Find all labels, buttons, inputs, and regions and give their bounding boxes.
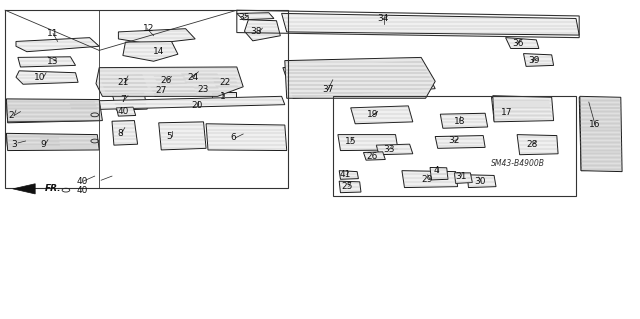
Polygon shape [579, 97, 621, 171]
Text: 20: 20 [191, 101, 203, 110]
Text: 25: 25 [341, 182, 353, 191]
Polygon shape [6, 100, 101, 123]
Text: 30: 30 [474, 177, 486, 186]
Polygon shape [16, 38, 99, 52]
Polygon shape [212, 77, 238, 88]
Polygon shape [6, 133, 99, 151]
Polygon shape [339, 171, 358, 179]
Text: 31: 31 [455, 172, 467, 181]
Text: 34: 34 [377, 14, 388, 23]
Polygon shape [506, 38, 539, 48]
Polygon shape [493, 96, 554, 122]
Text: 11: 11 [47, 29, 59, 38]
Text: 1: 1 [220, 92, 225, 101]
Polygon shape [440, 113, 488, 128]
Polygon shape [212, 92, 236, 100]
Polygon shape [364, 152, 385, 160]
Text: 13: 13 [47, 57, 58, 66]
Polygon shape [69, 96, 285, 110]
Text: 12: 12 [143, 24, 154, 33]
Polygon shape [40, 137, 60, 147]
Polygon shape [154, 75, 187, 85]
Polygon shape [454, 173, 472, 183]
Polygon shape [517, 135, 558, 155]
Polygon shape [99, 74, 148, 93]
Polygon shape [96, 67, 243, 96]
Text: 16: 16 [589, 120, 601, 129]
Polygon shape [492, 97, 552, 121]
Polygon shape [467, 175, 496, 188]
Text: 28: 28 [527, 140, 538, 149]
Text: 9: 9 [41, 140, 46, 149]
Text: 29: 29 [422, 175, 433, 184]
Text: 21: 21 [117, 78, 129, 87]
Polygon shape [580, 96, 622, 172]
Polygon shape [193, 85, 220, 94]
Polygon shape [402, 171, 458, 188]
Polygon shape [6, 99, 102, 122]
Text: 6: 6 [231, 133, 236, 142]
Polygon shape [339, 181, 361, 193]
Text: 41: 41 [340, 170, 351, 179]
Text: 33: 33 [383, 145, 395, 154]
Text: 8: 8 [118, 129, 123, 138]
Polygon shape [16, 71, 78, 84]
Polygon shape [6, 135, 97, 149]
Polygon shape [206, 124, 287, 151]
Text: 5: 5 [167, 132, 172, 141]
Text: 4: 4 [434, 166, 439, 175]
Text: 3: 3 [12, 140, 17, 149]
Text: 36: 36 [513, 39, 524, 48]
Polygon shape [13, 184, 35, 194]
Text: 35: 35 [239, 13, 250, 22]
Polygon shape [285, 57, 435, 98]
Polygon shape [116, 107, 136, 116]
Polygon shape [524, 54, 554, 66]
Text: 24: 24 [188, 73, 199, 82]
Text: 2: 2 [9, 111, 14, 120]
Polygon shape [18, 57, 76, 67]
Text: FR.: FR. [45, 184, 61, 193]
Text: 26: 26 [367, 152, 378, 161]
Text: 40: 40 [117, 107, 129, 115]
Text: 19: 19 [367, 110, 378, 119]
Text: 40: 40 [77, 186, 88, 195]
Text: 32: 32 [449, 137, 460, 145]
Polygon shape [282, 13, 579, 35]
Text: 40: 40 [76, 177, 88, 186]
Text: 39: 39 [529, 56, 540, 65]
Text: 7: 7 [120, 95, 125, 104]
Polygon shape [118, 29, 195, 44]
Polygon shape [430, 167, 448, 180]
Text: 27: 27 [156, 86, 167, 95]
Text: 18: 18 [454, 117, 465, 126]
Polygon shape [123, 41, 178, 61]
Polygon shape [159, 122, 206, 150]
Polygon shape [376, 144, 413, 155]
Text: 22: 22 [220, 78, 231, 87]
Text: 26: 26 [161, 76, 172, 85]
Text: 10: 10 [34, 73, 45, 82]
Polygon shape [112, 121, 138, 145]
Text: 38: 38 [250, 27, 262, 36]
Polygon shape [283, 61, 435, 98]
Polygon shape [112, 93, 147, 110]
Text: 17: 17 [501, 108, 513, 117]
Text: 14: 14 [153, 47, 164, 56]
Text: SM43-B4900B: SM43-B4900B [492, 159, 545, 168]
Polygon shape [150, 86, 197, 96]
Text: 23: 23 [198, 85, 209, 94]
Polygon shape [338, 135, 398, 151]
Polygon shape [180, 71, 221, 84]
Polygon shape [435, 136, 485, 148]
Polygon shape [351, 106, 413, 124]
Polygon shape [237, 13, 274, 20]
Polygon shape [244, 20, 280, 41]
Text: 15: 15 [345, 137, 356, 146]
Text: 37: 37 [322, 85, 333, 94]
